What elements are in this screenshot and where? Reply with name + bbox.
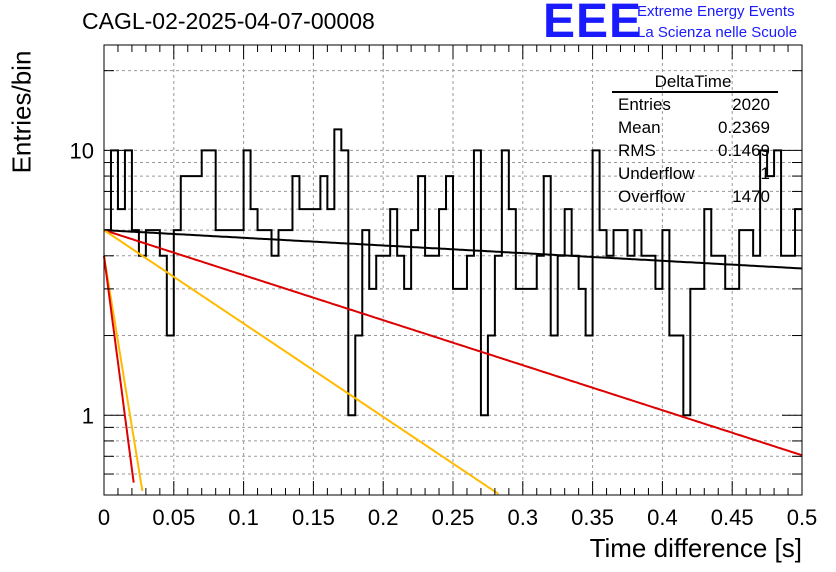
stats-title: DeltaTime [655, 72, 732, 91]
x-tick-label: 0.35 [571, 505, 614, 530]
stats-value: 0.1469 [718, 141, 770, 160]
fit-curve-4 [103, 255, 144, 492]
x-axis-label: Time difference [s] [589, 533, 802, 563]
fit-curve-5 [103, 255, 135, 483]
y-tick-label: 1 [82, 403, 94, 428]
fit-curve-2 [103, 229, 803, 457]
y-axis-label: Entries/bin [6, 50, 37, 174]
stats-label: RMS [618, 141, 656, 160]
x-tick-label: 0.3 [508, 505, 539, 530]
eee-logo: EEE [543, 0, 643, 48]
x-tick-label: 0.5 [787, 505, 818, 530]
x-tick-label: 0.4 [647, 505, 678, 530]
histogram-line [104, 128, 802, 417]
x-tick-label: 0.45 [711, 505, 754, 530]
stats-label: Overflow [618, 187, 686, 206]
x-tick-label: 0.05 [152, 505, 195, 530]
fit-curve-1 [103, 229, 803, 270]
x-tick-label: 0.1 [228, 505, 259, 530]
stats-label: Entries [618, 95, 671, 114]
stats-label: Mean [618, 118, 661, 137]
fit-curve-3 [103, 229, 499, 495]
stats-value: 0.2369 [718, 118, 770, 137]
logo-line-2: La Scienza nelle Scuole [637, 24, 798, 41]
logo-line-1: Extreme Energy Events [637, 3, 795, 20]
x-tick-label: 0 [98, 505, 110, 530]
x-tick-label: 0.25 [432, 505, 475, 530]
x-tick-label: 0.2 [368, 505, 399, 530]
stats-label: Underflow [618, 164, 695, 183]
stats-value: 1470 [732, 187, 770, 206]
stats-value: 1 [761, 164, 770, 183]
x-tick-label: 0.15 [292, 505, 335, 530]
plot-title: CAGL-02-2025-04-07-00008 [82, 8, 375, 34]
y-tick-label: 10 [70, 138, 94, 163]
stats-value: 2020 [732, 95, 770, 114]
